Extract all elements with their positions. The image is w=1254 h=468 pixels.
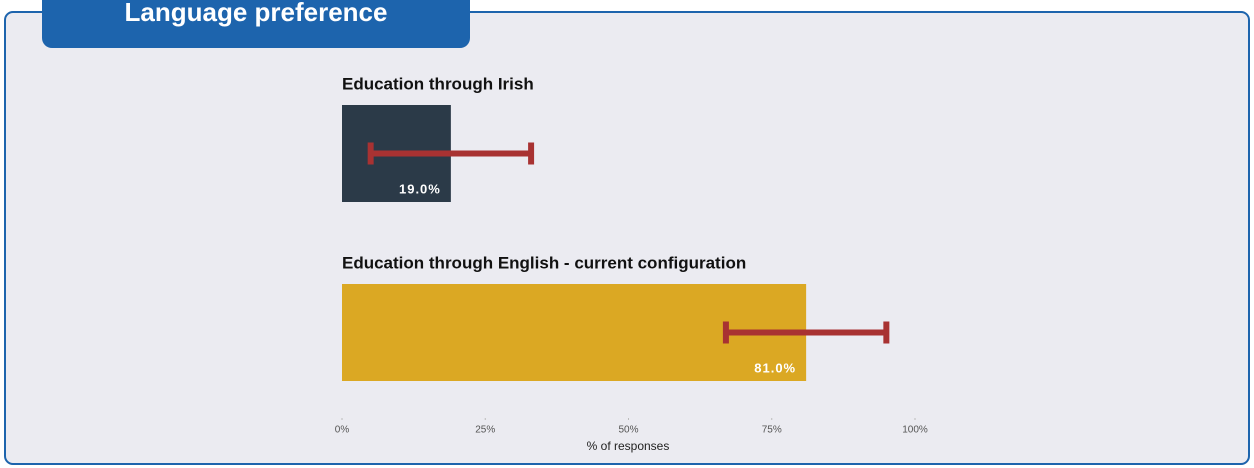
value-label: 81.0% [754,360,796,375]
tab [42,0,470,48]
x-tick-label: 50% [618,425,638,436]
x-tick-label: 75% [762,425,782,436]
x-axis-label: % of responses [587,439,670,453]
x-tick-label: 100% [902,425,928,436]
x-tick-label: 25% [475,425,495,436]
chart-title: Language preference [125,0,388,27]
error-bar [367,142,535,165]
error-bar [722,321,890,344]
panel [4,11,1250,465]
x-tick-label: 0% [335,425,350,436]
category-label: Education through Irish [342,74,534,93]
value-label: 19.0% [399,181,441,196]
category-label: Education through English - current conf… [342,253,746,272]
